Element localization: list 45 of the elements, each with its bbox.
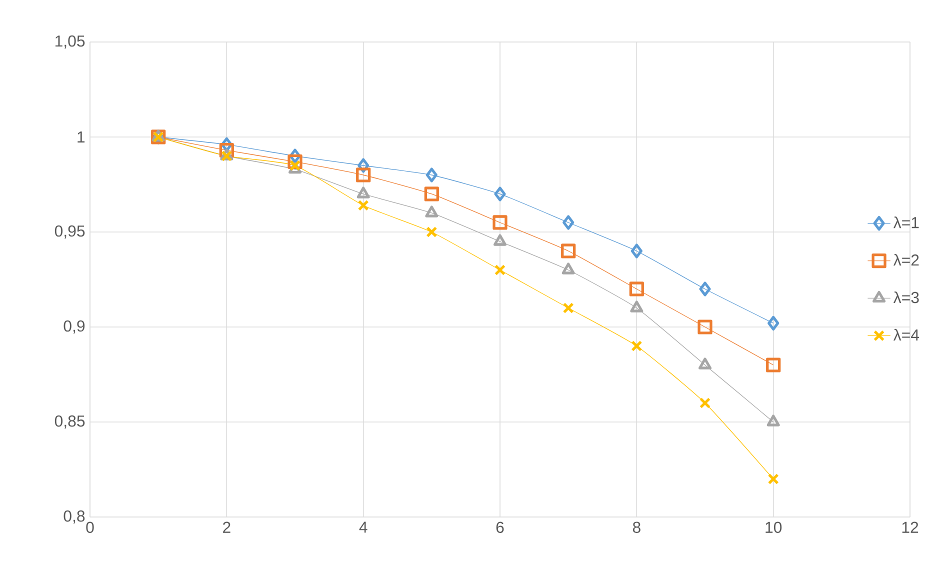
point <box>561 244 576 258</box>
point <box>425 206 438 218</box>
point <box>426 168 438 182</box>
point <box>492 215 508 230</box>
point <box>356 186 370 198</box>
y-tick-label: 1 <box>78 132 85 142</box>
point <box>356 168 371 182</box>
x-tick-label: 4 <box>359 522 368 533</box>
point <box>494 264 506 276</box>
point <box>562 302 574 314</box>
y-tick-label: 0,85 <box>54 415 85 429</box>
x-tick-label: 10 <box>766 522 782 533</box>
point <box>698 320 712 334</box>
x-tick-label: 2 <box>223 522 230 533</box>
x-tick-label: 0 <box>86 522 94 533</box>
point <box>766 414 780 426</box>
point <box>768 316 780 330</box>
point <box>358 200 369 211</box>
point <box>424 186 439 202</box>
x-tick-label: 8 <box>632 522 640 533</box>
legend-label: λ=2 <box>893 254 919 266</box>
legend-label: λ=3 <box>893 291 919 304</box>
point <box>289 160 301 172</box>
legend-label: λ=4 <box>893 328 920 340</box>
point <box>698 358 712 370</box>
y-tick-label: 0,9 <box>64 320 85 334</box>
point <box>630 300 644 312</box>
x-tick-label: 6 <box>496 522 504 533</box>
y-tick-label: 0,95 <box>54 225 85 239</box>
y-tick-label: 1,05 <box>55 35 85 49</box>
y-tick-label: 0,8 <box>64 510 85 524</box>
x-tick-label: 12 <box>902 522 918 533</box>
point <box>630 244 642 258</box>
point <box>426 226 438 238</box>
point <box>494 186 506 202</box>
point <box>768 473 779 485</box>
point <box>631 340 642 352</box>
point <box>562 262 575 274</box>
point <box>562 215 574 230</box>
point <box>766 358 781 372</box>
point <box>699 282 711 296</box>
point <box>629 282 644 296</box>
legend-label: λ=1 <box>893 216 919 228</box>
point <box>699 397 711 409</box>
point <box>494 234 507 246</box>
